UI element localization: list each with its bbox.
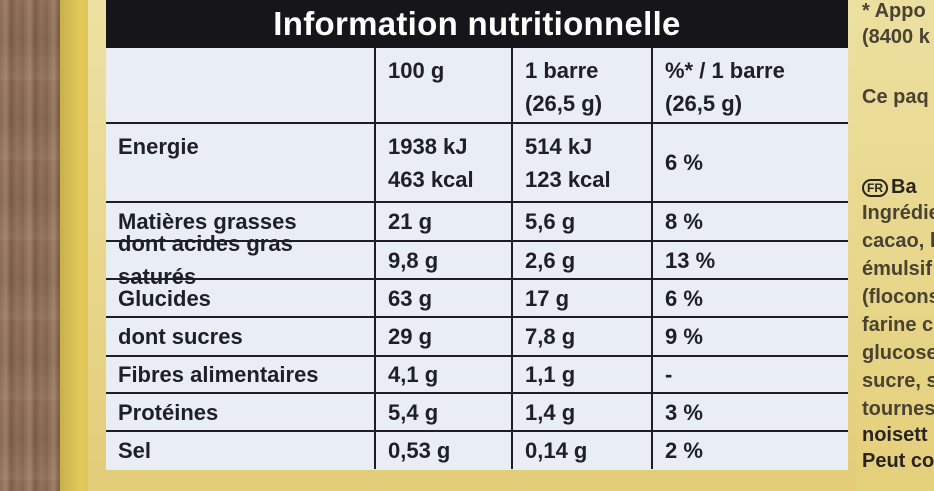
row-per100: 0,53 g xyxy=(376,432,513,469)
energy-label-cell: Energie xyxy=(106,124,376,201)
row-pct: - xyxy=(665,362,673,387)
row-perbar: 5,6 g xyxy=(513,203,653,240)
row-per100: 4,1 g xyxy=(376,357,513,392)
side-text-line: tournes xyxy=(862,398,934,420)
row-pct: 8 % xyxy=(665,209,703,234)
side-heading-text: Ba xyxy=(891,176,917,198)
table-row: dont sucres 29 g 7,8 g 9 % xyxy=(106,318,848,357)
side-text-line: noisett xyxy=(862,424,928,446)
table-title: Information nutritionnelle xyxy=(106,0,848,48)
side-text-line: (flocons xyxy=(862,286,934,308)
row-pct: 6 % xyxy=(665,285,703,311)
header-100g: 100 g xyxy=(376,48,513,122)
row-label: Matières grasses xyxy=(106,203,376,240)
energy-per100-cell: 1938 kJ 463 kcal xyxy=(376,124,513,201)
energy-label: Energie xyxy=(118,134,199,159)
header-100g-label: 100 g xyxy=(388,58,445,83)
row-pct: 2 % xyxy=(665,438,703,463)
table-row-energy: Energie 1938 kJ 463 kcal 514 kJ 123 kcal… xyxy=(106,124,848,203)
header-percent: %* / 1 barre (26,5 g) xyxy=(653,48,848,122)
row-pct: 13 % xyxy=(665,247,716,273)
side-text-heading: FR Ba xyxy=(862,176,917,199)
fr-language-badge: FR xyxy=(862,178,888,197)
row-per100: 5,4 g xyxy=(376,394,513,430)
table-grid: 100 g 1 barre (26,5 g) %* / 1 barre (26,… xyxy=(106,48,848,469)
table-row: Matières grasses 21 g 5,6 g 8 % xyxy=(106,203,848,242)
header-per-bar-line2: (26,5 g) xyxy=(525,91,603,116)
header-per-bar-line1: 1 barre xyxy=(525,58,599,83)
row-per100: 29 g xyxy=(376,318,513,355)
row-perbar: 7,8 g xyxy=(513,318,653,355)
row-perbar: 1,1 g xyxy=(513,357,653,392)
row-per100: 63 g xyxy=(376,280,513,316)
row-per100: 9,8 g xyxy=(376,242,513,278)
energy-per100-kj: 1938 kJ xyxy=(388,134,468,159)
row-pct: 9 % xyxy=(665,324,703,349)
side-text-line: Peut co xyxy=(862,450,934,472)
table-header-row: 100 g 1 barre (26,5 g) %* / 1 barre (26,… xyxy=(106,48,848,124)
package-side-text: * Appo (8400 k Ce paq FR Ba Ingrédie caca… xyxy=(856,0,934,491)
side-text-line: Ingrédie xyxy=(862,202,934,224)
side-text-line: cacao, l xyxy=(862,230,934,252)
row-label: Protéines xyxy=(106,394,376,430)
table-row: Glucides 63 g 17 g 6 % xyxy=(106,280,848,318)
table-row: Fibres alimentaires 4,1 g 1,1 g - xyxy=(106,357,848,394)
energy-pct: 6 % xyxy=(665,150,703,175)
row-perbar: 17 g xyxy=(513,280,653,316)
header-percent-line2: (26,5 g) xyxy=(665,91,743,116)
row-label: Sel xyxy=(106,432,376,469)
row-label: dont acides gras saturés xyxy=(106,231,376,289)
table-row: Sel 0,53 g 0,14 g 2 % xyxy=(106,432,848,469)
energy-per100-kcal: 463 kcal xyxy=(388,167,474,192)
row-label: Fibres alimentaires xyxy=(106,357,376,392)
side-text-line: (8400 k xyxy=(862,26,930,48)
row-per100: 21 g xyxy=(376,203,513,240)
energy-perbar-kj: 514 kJ xyxy=(525,134,593,159)
row-label: Glucides xyxy=(106,280,376,316)
energy-perbar-cell: 514 kJ 123 kcal xyxy=(513,124,653,201)
row-pct: 3 % xyxy=(665,399,703,425)
row-perbar: 2,6 g xyxy=(513,242,653,278)
side-text-line: sucre, s xyxy=(862,370,934,392)
row-label: dont sucres xyxy=(106,318,376,355)
row-perbar: 0,14 g xyxy=(513,432,653,469)
side-text-line: émulsif xyxy=(862,258,933,280)
energy-perbar-kcal: 123 kcal xyxy=(525,167,611,192)
header-percent-line1: %* / 1 barre xyxy=(665,58,785,83)
side-text-line: * Appo xyxy=(862,0,926,22)
header-empty-cell xyxy=(106,48,376,122)
table-row: Protéines 5,4 g 1,4 g 3 % xyxy=(106,394,848,432)
table-row: dont acides gras saturés 9,8 g 2,6 g 13 … xyxy=(106,231,848,289)
side-text-line: farine c xyxy=(862,314,934,336)
header-per-bar: 1 barre (26,5 g) xyxy=(513,48,653,122)
side-text-line: glucose xyxy=(862,342,934,364)
energy-pct-cell: 6 % xyxy=(653,124,848,201)
row-perbar: 1,4 g xyxy=(513,394,653,430)
side-text-line: Ce paq xyxy=(862,86,929,108)
nutrition-table: Information nutritionnelle 100 g 1 barre… xyxy=(106,0,848,470)
